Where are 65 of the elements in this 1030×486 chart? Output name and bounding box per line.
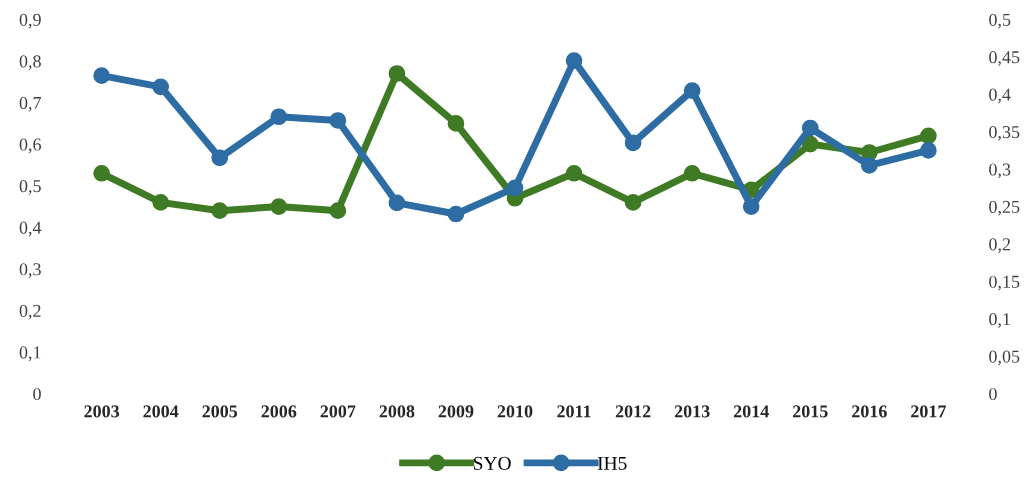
y-tick-label: 0,7 <box>19 96 42 112</box>
y2-tick-label: 0,2 <box>989 238 1011 254</box>
point <box>565 52 583 69</box>
point <box>624 194 642 211</box>
point <box>93 164 110 182</box>
point <box>801 135 819 153</box>
y2-tick-label: 0,25 <box>989 200 1020 216</box>
point <box>860 157 878 174</box>
point <box>447 205 465 223</box>
x-tick-label: 2012 <box>615 405 651 418</box>
y-tick-label: 0,1 <box>19 346 41 362</box>
y2-tick-label: 0,3 <box>989 163 1011 179</box>
point <box>329 202 347 220</box>
y-tick-label: 0,8 <box>19 55 41 71</box>
point <box>152 78 170 96</box>
point <box>211 149 229 167</box>
point <box>270 108 288 126</box>
y-tick-label: 0,4 <box>19 221 42 237</box>
x-tick-label: 2004 <box>143 405 179 418</box>
point <box>565 164 583 182</box>
point <box>388 65 406 82</box>
x-tick-label: 2006 <box>261 405 297 418</box>
point <box>93 67 110 84</box>
point <box>506 179 524 197</box>
x-tick-label: 2005 <box>202 405 238 418</box>
x-tick-label: 2017 <box>911 405 946 418</box>
point <box>211 202 229 220</box>
x-tick-label: 2015 <box>792 405 828 418</box>
point <box>683 164 701 182</box>
point <box>329 112 347 129</box>
point <box>920 127 937 145</box>
x-tick-label: 2003 <box>84 405 120 418</box>
point <box>152 194 170 211</box>
y2-tick-label: 0,15 <box>989 275 1020 291</box>
y2-tick-label: 0,4 <box>989 88 1011 104</box>
point <box>683 82 701 99</box>
point <box>742 198 760 215</box>
x-tick-label: 2010 <box>497 405 533 418</box>
legend-label: SYO <box>473 456 511 470</box>
y-tick-label: 0,3 <box>19 263 41 278</box>
x-tick-label: 2009 <box>438 405 474 418</box>
point <box>920 142 937 159</box>
x-tick-label: 2007 <box>320 405 356 418</box>
y-tick-label: 0 <box>33 387 41 401</box>
point <box>447 115 465 132</box>
y-tick-label: 0,6 <box>19 138 42 154</box>
x-tick-label: 2013 <box>674 405 710 418</box>
y2-tick-label: 0,05 <box>989 350 1020 366</box>
y2-tick-label: 0,5 <box>989 13 1011 29</box>
x-tick-label: 2008 <box>379 405 415 418</box>
point <box>388 194 406 212</box>
x-tick-label: 2014 <box>733 405 769 418</box>
point <box>624 134 642 152</box>
y-tick-label: 0,9 <box>19 13 41 29</box>
legend-label: IH5 <box>597 456 627 470</box>
y-tick-label: 0,5 <box>19 180 41 195</box>
y-tick-label: 0,2 <box>19 304 41 320</box>
point <box>270 198 288 215</box>
y2-tick-label: 0,45 <box>989 51 1020 66</box>
point <box>801 119 819 137</box>
y2-tick-label: 0,1 <box>989 313 1010 328</box>
y2-tick-label: 0,35 <box>989 125 1020 141</box>
y2-tick-label: 0 <box>989 387 997 401</box>
x-tick-label: 2016 <box>852 405 887 418</box>
x-tick-label: 2011 <box>557 405 591 418</box>
